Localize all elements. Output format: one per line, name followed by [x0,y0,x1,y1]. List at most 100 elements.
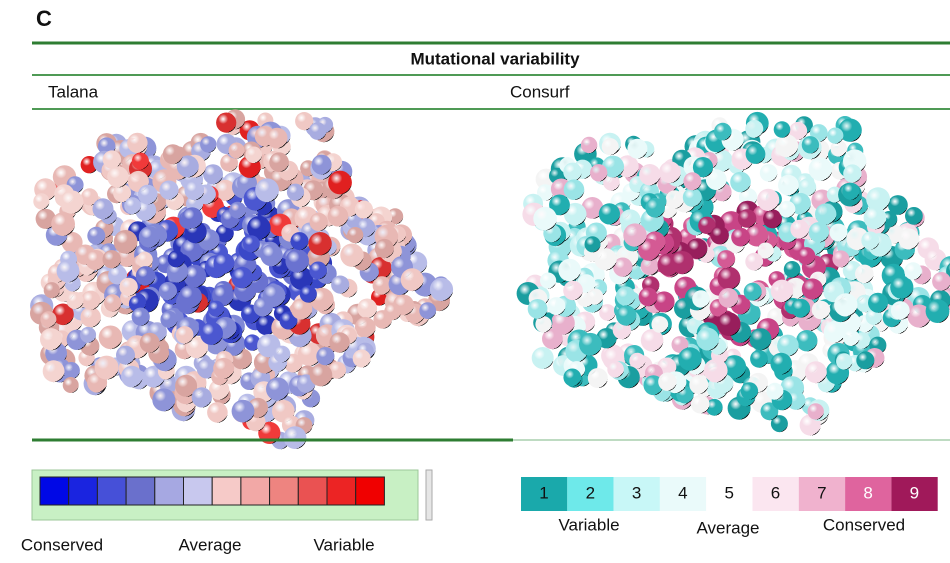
atom [316,347,334,365]
atom [163,144,183,164]
grade-label: 7 [817,483,826,502]
atom [590,164,607,181]
atom [842,183,859,200]
atom [159,181,178,200]
atom [815,203,836,224]
atom [284,426,307,449]
atom [738,209,757,228]
scale-cell [97,477,126,505]
atom [599,203,620,224]
atom [119,278,137,296]
atom [796,330,817,351]
atom [159,282,177,300]
atom [666,190,684,208]
atom [830,224,848,242]
scale-cell [298,477,327,505]
atom [718,267,741,290]
atom [558,259,581,282]
atom [243,235,260,252]
atom [182,207,203,228]
atom [184,180,204,200]
atom [139,226,160,247]
scroll-stub [426,470,432,520]
atom [192,387,212,407]
atom [430,278,453,301]
atom [103,250,121,268]
scale-label: Variable [558,515,619,534]
scale-cell [40,477,69,505]
atom [540,273,556,289]
atom [805,361,827,383]
scale-cell [212,477,241,505]
atom [207,402,228,423]
atom [267,128,288,149]
atom [802,278,823,299]
atom [60,190,83,213]
atom [812,301,831,320]
atom [784,261,801,278]
atom [95,356,119,380]
atom [791,299,810,318]
atom [124,197,141,214]
atom [179,285,202,308]
scale-cell [155,477,184,505]
atom [678,347,701,370]
panel-label: C [36,6,52,31]
atom [213,253,234,274]
atom [328,171,352,195]
atom [66,292,83,309]
atom [168,250,185,267]
atom [581,137,597,153]
atom [308,232,331,255]
atom [40,311,56,327]
grade-label: 2 [586,483,595,502]
atom [704,359,728,383]
atom [229,143,245,159]
atom [107,166,128,187]
atom [136,266,156,286]
atom [419,302,436,319]
atom [763,209,782,228]
scale-cell [327,477,356,505]
atom [114,230,138,254]
atom [717,312,741,336]
column-header: Consurf [510,82,570,101]
atom [401,268,424,291]
atom [760,164,778,182]
atom [595,248,617,270]
atom [269,152,289,172]
atom [639,288,658,307]
figure-panel: C Mutational variability Talana Consurf … [0,0,950,558]
atom [176,326,194,344]
atom [683,188,702,207]
atom [231,267,253,289]
atom [809,222,829,242]
grade-label: 8 [863,483,872,502]
atom [137,252,153,268]
atom [203,164,223,184]
atom [340,244,363,267]
atom [802,136,819,153]
atom [926,299,950,323]
atom [355,317,376,338]
atom [260,244,282,266]
atom [357,299,377,319]
atom [274,346,291,363]
atom [645,198,665,218]
atom [778,175,799,196]
atom [809,157,833,181]
atom [132,153,149,170]
atom [692,290,710,308]
atom [683,172,701,190]
atom [616,305,636,325]
scale-label: Conserved [21,535,103,554]
atom [266,377,289,400]
atom [855,265,874,284]
atom [904,262,922,280]
atom [774,121,791,138]
atom [57,260,80,283]
atom [80,327,96,343]
atom [216,113,236,133]
atom [639,164,660,185]
